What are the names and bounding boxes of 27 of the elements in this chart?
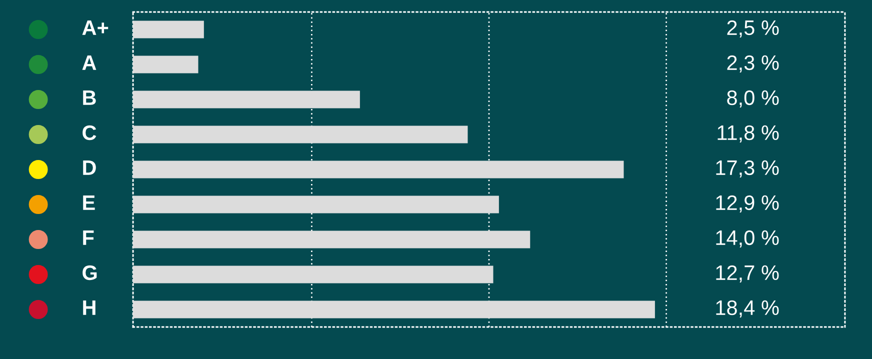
bar [133,196,499,214]
bar [133,20,204,38]
y-tick-label: E [83,196,95,210]
y-tick-label: A [82,56,96,70]
data-label: 17,3 % [716,160,779,178]
bar [133,126,468,144]
data-label: 2,5 % [727,20,779,38]
data-label: 11,8 % [718,125,779,143]
bar [133,300,655,318]
data-label: 12,9 % [716,195,779,213]
bar [133,56,198,74]
bar [133,230,530,248]
y-tick-label: G [82,265,97,280]
data-label: 2,3 % [727,55,779,73]
data-label: 18,4 % [716,300,779,318]
data-label: 8,0 % [727,90,779,108]
y-tick-label: H [83,300,96,315]
y-tick-label: C [82,125,96,140]
y-tick-label: B [83,90,96,105]
data-label: 12,7 % [716,265,779,283]
y-tick-label: D [83,160,96,175]
bar [133,266,494,284]
data-label: 14,0 % [716,230,779,248]
bar [133,160,624,178]
y-tick-label: A+ [82,20,108,35]
bar [133,90,360,108]
y-tick-label: F [83,230,94,245]
